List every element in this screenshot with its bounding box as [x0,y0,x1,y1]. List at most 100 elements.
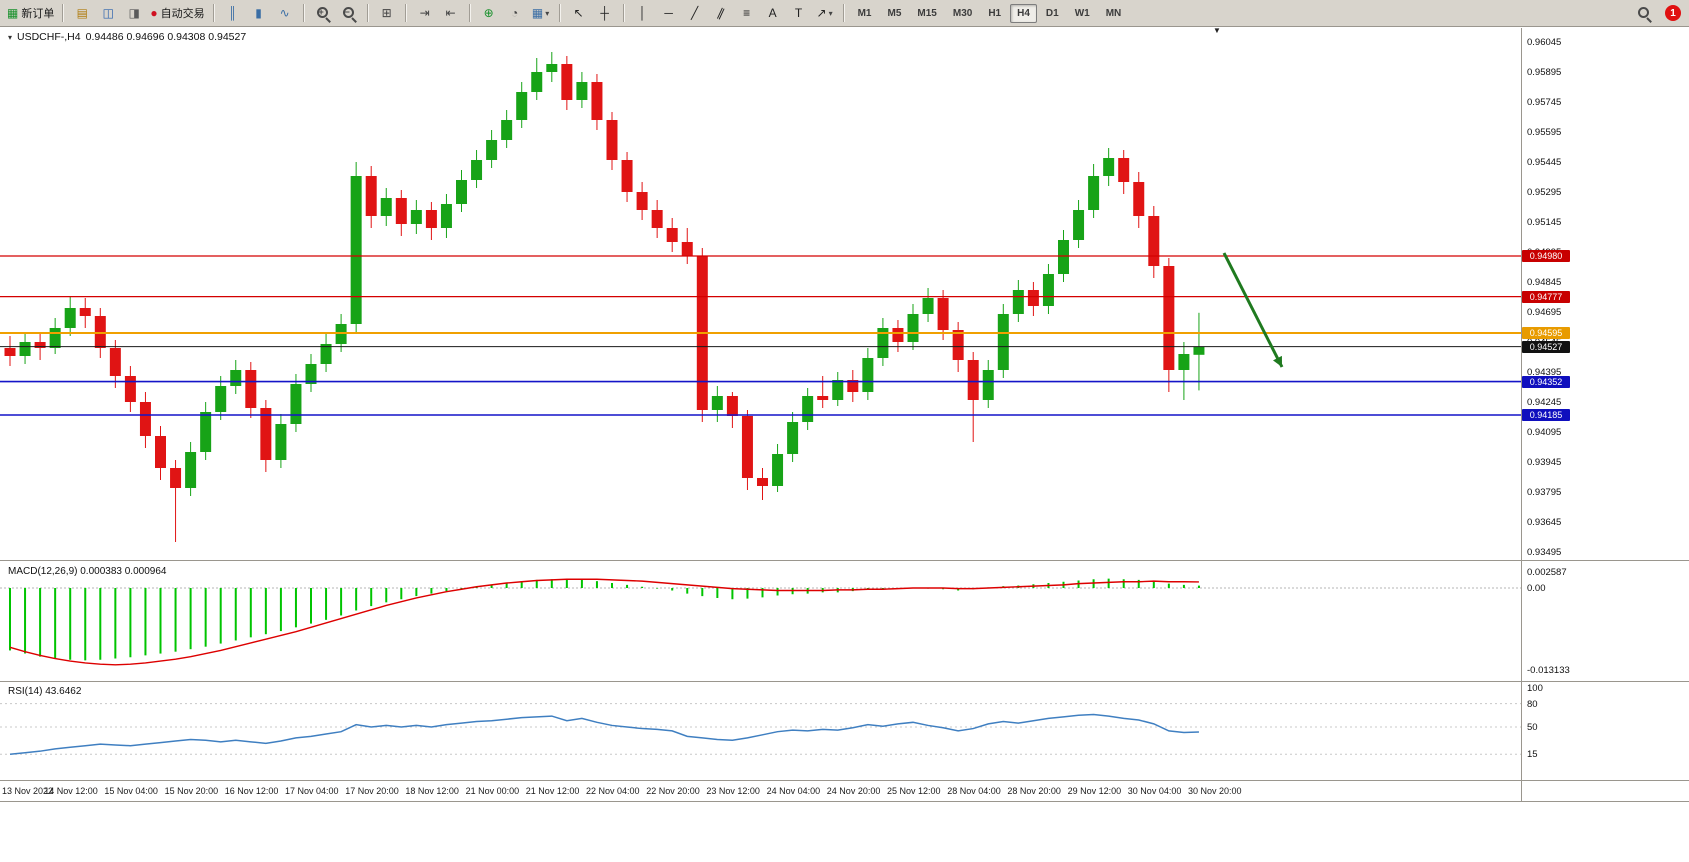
macd-axis-label: 0.00 [1527,583,1546,594]
time-axis-label: 21 Nov 12:00 [525,786,580,796]
chart-shift-marker[interactable]: ▼ [1213,26,1221,35]
rsi-indicator-pane[interactable] [0,683,1521,780]
fibonacci-retracement-button[interactable]: ≡ [734,2,760,24]
candle-body [139,402,151,436]
candle-body [711,396,723,410]
crosshair-button[interactable]: ┼ [592,2,618,24]
equidistant-channel-button[interactable]: ∥ [708,2,734,24]
cursor-button[interactable]: ↖ [566,2,592,24]
toolbar: ▦ 新订单 ▤ ◫ ◨ ● 自动交易 ║ ▮ ∿ + − ⊞ ⇥ ⇤ ⊕ ◔ ▦ ▾ ↖ ┼ │ ─ ╱ ∥ ≡ A T ↗ ▾ M1 M5 M… [0,0,1689,27]
text-button[interactable]: A [760,2,786,24]
chart-window-bottom-edge [0,801,1689,802]
time-axis-label: 30 Nov 04:00 [1127,786,1182,796]
candle-body [726,396,738,416]
price-axis-label: 0.95895 [1527,67,1562,78]
toolbar-right: 1 [1631,2,1685,24]
candle-body [636,192,648,210]
search-button[interactable] [1631,2,1657,24]
candlestick-chart-icon: ▮ [255,6,262,20]
candle-body [621,160,633,192]
timeframe-m30[interactable]: M30 [952,7,973,19]
crosshair-icon: ┼ [600,6,609,20]
candle-body [531,72,543,92]
autotrading-icon: ● [150,6,158,20]
notification-badge[interactable]: 1 [1665,5,1681,21]
price-axis-label: 0.93945 [1527,457,1562,468]
periods-button[interactable]: ◔ [502,2,528,24]
price-axis-label: 0.94695 [1527,307,1562,318]
chart-dropdown-icon[interactable]: ▾ [8,32,13,42]
timeframe-mn[interactable]: MN [1105,7,1122,19]
new-order-button[interactable]: ▦ 新订单 [4,2,57,24]
market-watch-button[interactable]: ▤ [69,2,95,24]
macd-axis-label: 0.002587 [1527,566,1567,578]
text-label-button[interactable]: T [786,2,812,24]
price-axis-label: 0.95295 [1527,187,1562,198]
bar-chart-button[interactable]: ║ [220,2,246,24]
navigator-button[interactable]: ◫ [95,2,121,24]
timeframe-m5[interactable]: M5 [887,7,902,19]
candle-body [1148,216,1160,266]
price-tag: 0.94352 [1522,375,1570,388]
text-icon: A [768,6,777,20]
candlestick-chart-button[interactable]: ▮ [246,2,272,24]
timeframe-m1[interactable]: M1 [857,7,872,19]
auto-scroll-button[interactable]: ⇥ [412,2,438,24]
tile-windows-button[interactable]: ⊞ [374,2,400,24]
templates-button[interactable]: ▦ ▾ [528,2,554,24]
vertical-line-button[interactable]: │ [630,2,656,24]
price-axis-label: 0.94395 [1527,367,1562,378]
candle-body [410,210,422,224]
candle-body [4,348,16,356]
timeframe-h4[interactable]: H4 [1010,3,1037,23]
candle-body [350,176,362,324]
fibonacci-retracement-icon: ≡ [743,6,751,20]
trend-arrow[interactable] [1222,252,1284,368]
pane-splitter-rsi[interactable] [0,681,1689,682]
candle-body [245,370,257,408]
candle-body [425,210,437,228]
price-axis-label: 0.93795 [1527,487,1562,498]
horizontal-line-button[interactable]: ─ [656,2,682,24]
candle-body [802,396,814,422]
terminal-button[interactable]: ◨ [121,2,147,24]
candle-body [1042,274,1054,306]
candle-body [471,160,483,180]
price-axis-label: 0.95745 [1527,97,1562,108]
candle-body [395,198,407,224]
timeframe-d1[interactable]: D1 [1045,7,1059,19]
timeframe-h1[interactable]: H1 [988,7,1002,19]
toolbar-separator [622,4,625,22]
pane-splitter-macd[interactable] [0,560,1689,561]
candle-body [1178,354,1190,370]
autotrading-button[interactable]: ● 自动交易 [147,2,207,24]
bar-chart-icon: ║ [228,6,237,20]
price-chart[interactable] [0,28,1521,560]
timeframe-m15[interactable]: M15 [917,7,937,19]
rsi-axis-label: 15 [1527,749,1538,761]
candle-body [651,210,663,228]
cursor-icon: ↖ [573,6,584,20]
chart-shift-button[interactable]: ⇤ [438,2,464,24]
candle-body [1103,158,1115,176]
candle-body [19,342,31,356]
price-tag: 0.94527 [1522,340,1570,353]
candle-body [64,308,76,328]
line-chart-button[interactable]: ∿ [272,2,298,24]
time-axis-label: 28 Nov 20:00 [1007,786,1061,796]
macd-indicator-pane[interactable] [0,562,1521,681]
zoom-out-icon: − [341,5,357,21]
zoom-out-button[interactable]: − [336,2,362,24]
candle-body [892,328,904,342]
toolbar-separator [212,4,215,22]
timeframe-w1[interactable]: W1 [1074,7,1090,19]
arrows-button[interactable]: ↗ ▾ [812,2,838,24]
trendline-button[interactable]: ╱ [682,2,708,24]
candle-body [516,92,528,120]
time-axis-label: 18 Nov 12:00 [405,786,459,796]
indicators-button[interactable]: ⊕ [476,2,502,24]
zoom-in-button[interactable]: + [310,2,336,24]
line-chart-icon: ∿ [279,6,290,20]
candle-body [847,380,859,392]
